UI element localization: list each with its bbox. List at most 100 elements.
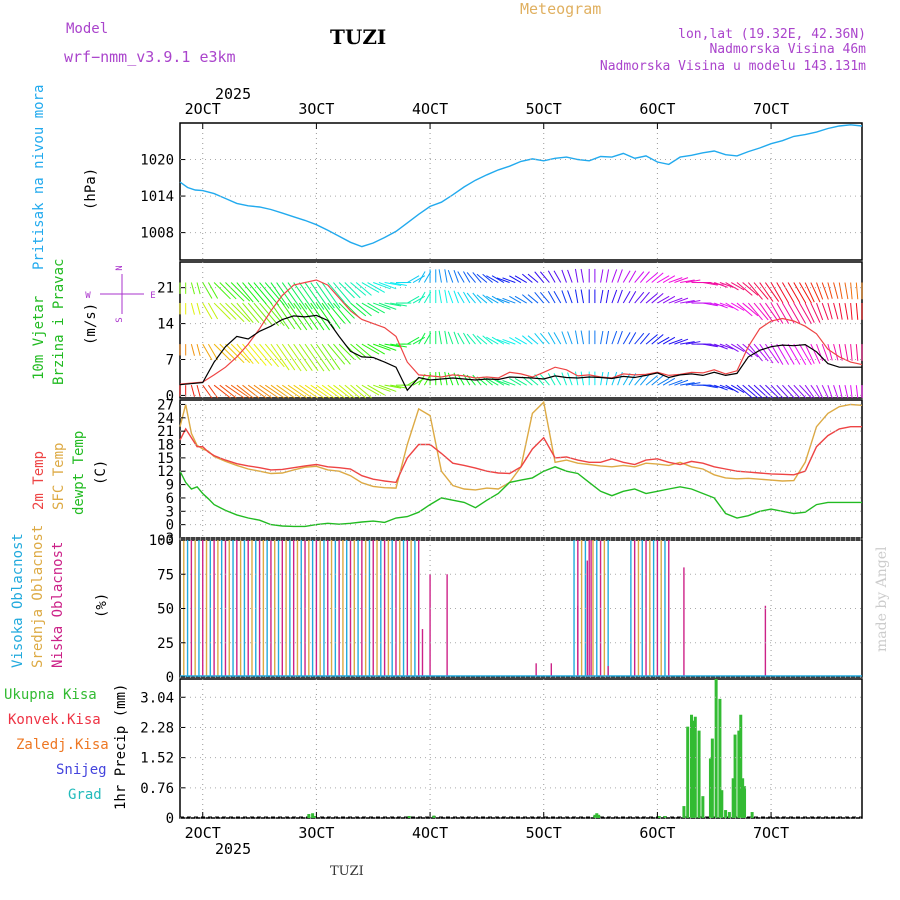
- y-tick-label: 21: [157, 424, 174, 440]
- cloud-unit: (%): [94, 593, 110, 618]
- wind-barb: [521, 335, 533, 345]
- time-tick-top: 7OCT: [753, 100, 789, 118]
- wind-barb: [202, 302, 213, 320]
- wind-barb: [270, 384, 290, 399]
- wind-barb: [844, 302, 849, 320]
- cloud-low-label: Niska Oblacnost: [50, 542, 66, 668]
- cloud-y-ticks: 0 25 50 75 100: [149, 533, 862, 686]
- wind-barb: [645, 293, 658, 304]
- wind-barb: [315, 343, 335, 371]
- wind-barb: [793, 384, 807, 399]
- wind-barb: [764, 302, 780, 323]
- precip-bar: [313, 816, 317, 818]
- wind-barb: [457, 291, 465, 304]
- wind-barb: [521, 294, 533, 304]
- time-tick-bottom: 2OCT: [185, 824, 221, 842]
- wind-barb: [276, 282, 296, 309]
- wind-barb: [390, 343, 407, 348]
- y-tick-label: 100: [149, 533, 174, 549]
- y-tick-label: 1.52: [140, 751, 174, 767]
- wind-barb: [680, 300, 695, 304]
- wind-barb: [350, 282, 367, 296]
- wind-barb: [719, 282, 734, 288]
- wind-barb: [496, 338, 510, 345]
- dewpt-line: [179, 466, 862, 528]
- y-tick-label: 2.28: [140, 720, 174, 736]
- wind-barb: [622, 332, 631, 345]
- wind-barb: [208, 384, 219, 399]
- wind-barb: [418, 271, 426, 283]
- wind-barb: [412, 336, 426, 345]
- wind-barb: [321, 302, 341, 330]
- time-tick-top: 3OCT: [298, 100, 334, 118]
- wind-barb: [539, 333, 550, 345]
- wind-barb: [373, 384, 391, 392]
- wind-speed-series: [179, 279, 863, 392]
- wind-barb: [466, 272, 476, 283]
- wind-barb: [509, 295, 522, 304]
- wind-gust-line: [179, 279, 863, 385]
- wind-barb: [553, 373, 562, 386]
- wind-barb: [367, 343, 385, 355]
- wind-barb: [270, 343, 290, 371]
- wind-barb: [736, 282, 753, 296]
- wind-barb: [742, 302, 759, 317]
- wind-barb: [574, 289, 579, 304]
- y-tick-label: 18: [157, 438, 174, 454]
- wind-barb: [253, 384, 273, 399]
- wind-barb: [574, 330, 579, 345]
- wind-barb: [196, 282, 201, 295]
- wind-barb: [384, 384, 402, 389]
- compass-east: E: [150, 291, 155, 301]
- precip-total-label: Ukupna Kisa: [4, 687, 97, 703]
- wind-barb: [236, 302, 254, 323]
- y-tick-label: 0: [166, 811, 174, 827]
- wind-barb: [725, 384, 739, 394]
- wind-barb: [719, 343, 734, 350]
- wind-barb: [502, 338, 516, 345]
- wind-barb: [799, 302, 812, 324]
- wind-barb: [611, 269, 618, 283]
- wind-barb: [219, 384, 237, 399]
- precip-bar: [741, 778, 745, 818]
- wind-barb: [327, 302, 346, 324]
- wind-barb: [662, 275, 676, 283]
- wind-barb: [496, 277, 510, 283]
- wind-barb: [293, 343, 313, 372]
- wind-barb: [264, 384, 285, 399]
- wind-barb: [547, 291, 556, 304]
- wind-barb: [567, 269, 573, 283]
- wind-barb: [547, 270, 556, 283]
- wind-barb: [407, 336, 420, 345]
- wind-barb: [466, 333, 476, 345]
- wind-barb: [668, 277, 683, 283]
- chart-title: Meteogram: [520, 0, 601, 18]
- wind-barb: [190, 282, 195, 295]
- precip-bar: [737, 730, 741, 818]
- wind-barb: [804, 302, 815, 323]
- year-bottom: 2025: [215, 840, 251, 858]
- wind-barb: [438, 289, 442, 304]
- wind-barb: [793, 282, 807, 304]
- wind-barb: [714, 282, 728, 288]
- wind-barb: [472, 272, 482, 283]
- wind-barb: [438, 330, 442, 345]
- wind-barb: [482, 376, 493, 386]
- wind-barb: [453, 331, 459, 345]
- wind-barb: [742, 343, 759, 358]
- wind-barb: [719, 302, 734, 309]
- precip-conv-label: Konvek.Kisa: [8, 712, 101, 728]
- wind-barb: [534, 374, 545, 386]
- y-tick-label: 14: [157, 317, 174, 333]
- wind-barb: [702, 384, 718, 389]
- wind-barb: [605, 289, 610, 304]
- wind-barb: [482, 294, 493, 304]
- wind-barb: [412, 275, 426, 283]
- wind-barb: [491, 336, 505, 345]
- wind-barb: [242, 282, 260, 303]
- wind-barb: [561, 290, 567, 304]
- wind-barb: [534, 333, 545, 345]
- precip-unit: 1hr Precip (mm): [113, 684, 129, 810]
- wind-barb: [327, 282, 346, 304]
